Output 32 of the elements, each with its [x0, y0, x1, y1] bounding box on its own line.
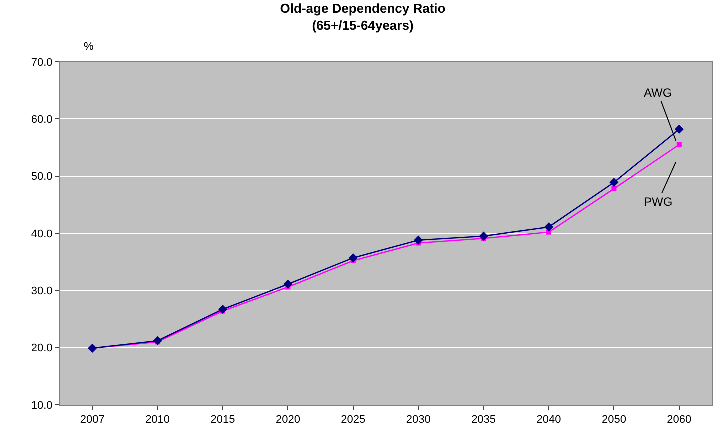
point — [544, 222, 554, 232]
x-tick-label: 2060 — [667, 414, 692, 426]
x-tick-label: 2025 — [341, 414, 366, 426]
text: AWG — [644, 86, 672, 100]
y-tick-label: 50.0 — [31, 171, 53, 184]
x-tick-label: 2030 — [406, 414, 431, 426]
chart-title: Old-age Dependency Ratio (65+/15-64years) — [280, 1, 446, 34]
x-tick-label: 2010 — [146, 414, 170, 426]
y-tick-label: 70.0 — [31, 56, 53, 69]
point — [218, 304, 228, 314]
x-tick-label: 2007 — [80, 414, 105, 426]
x-tick-label: 2015 — [210, 414, 236, 426]
point — [610, 178, 619, 188]
point — [674, 124, 684, 134]
y-tick-label: 10.0 — [31, 400, 53, 412]
y-tick-label: 20.0 — [31, 342, 53, 355]
x-tick-label: 2035 — [472, 414, 496, 426]
y-axis-title: % — [84, 41, 94, 53]
series-label: PWG — [644, 195, 673, 209]
x-tick-label: 2040 — [536, 414, 562, 426]
y-tick-label: 60.0 — [31, 114, 53, 126]
point — [348, 254, 358, 263]
point — [284, 280, 293, 289]
point — [153, 336, 162, 346]
point — [676, 142, 682, 148]
x-tick-label: 2020 — [276, 414, 300, 426]
y-tick-label: 40.0 — [31, 228, 53, 240]
point — [479, 232, 488, 241]
point — [414, 236, 424, 245]
point — [612, 186, 617, 192]
y-tick-label: 30.0 — [31, 286, 53, 298]
x-tick-label: 2050 — [602, 414, 626, 426]
